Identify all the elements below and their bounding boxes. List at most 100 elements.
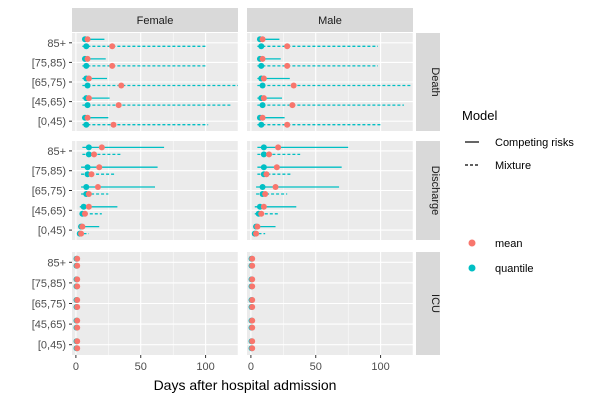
mixture-quantile-point [258,43,265,50]
y-tick-label: 85+ [47,257,66,269]
mixture-mean-point [109,62,116,69]
mixture-quantile-point [85,151,92,158]
competing-mean-point [84,55,91,62]
competing-mean-point [84,36,91,43]
mixture-mean-point [284,62,291,69]
competing-mean-point [74,317,81,324]
competing-mean-point [260,75,267,82]
competing-mean-point [249,276,256,283]
panel-male-icu [247,252,414,355]
legend-point-quantile [468,264,476,272]
y-tick-label: [0,45) [38,225,66,237]
mixture-mean-point [115,102,122,109]
x-tick-label: 50 [310,361,322,373]
competing-mean-point [96,164,103,171]
competing-mean-point [249,317,256,324]
mixture-mean-point [88,171,95,178]
mixture-mean-point [284,121,291,128]
competing-mean-point [94,184,101,190]
competing-quantile-point [80,203,87,210]
legend-model-label: Mixture [495,160,531,172]
y-tick-label: 85+ [47,146,66,158]
mixture-mean-point [109,43,116,50]
mixture-mean-point [262,191,269,197]
competing-mean-point [249,338,256,345]
y-tick-label: [65,75) [32,299,66,311]
competing-mean-point [85,203,92,210]
strip-label-row: Death [429,67,441,96]
mixture-mean-point [85,191,92,197]
mixture-mean-point [249,324,256,331]
strip-label-row: ICU [429,294,441,313]
x-tick-label: 100 [371,361,389,373]
competing-quantile-point [85,144,92,151]
y-tick-label: [65,75) [32,186,66,198]
mixture-quantile-point [259,102,266,109]
strip-label-col: Male [318,15,342,27]
competing-mean-point [84,114,91,121]
mixture-mean-point [263,171,270,178]
x-tick-label: 50 [135,361,147,373]
mixture-mean-point [258,210,265,217]
y-tick-label: 85+ [47,38,66,50]
y-tick-label: [75,85) [32,278,66,290]
mixture-mean-point [249,283,256,290]
strip-col-male [247,8,413,32]
competing-mean-point [74,255,81,262]
strip-row-discharge [416,141,440,240]
strip-row-icu [416,252,440,355]
strip-col-female [72,8,238,32]
competing-quantile-point [260,144,267,151]
y-tick-label: [45,65) [32,97,66,109]
axis-layer: 85+ [75,85) [65,75) [45,65) [0,45) 85+ [75,85)… [32,38,390,373]
mixture-mean-point [284,43,291,50]
competing-quantile-point [259,184,266,190]
competing-quantile-point [84,164,91,171]
panel-female-death [72,33,239,131]
competing-mean-point [260,203,267,210]
mixture-mean-point [289,102,296,109]
y-tick-label: [0,45) [38,340,66,352]
mixture-quantile-point [258,121,265,128]
mixture-quantile-point [84,82,91,89]
mixture-mean-point [249,262,256,269]
y-tick-label: [75,85) [32,57,66,69]
competing-mean-point [275,144,282,151]
competing-mean-point [272,184,279,190]
mixture-quantile-point [83,62,90,69]
legend-stat-label: mean [495,238,523,250]
mixture-quantile-point [258,62,265,69]
competing-mean-point [85,95,92,102]
mixture-mean-point [290,82,297,89]
mixture-mean-point [91,151,98,158]
y-tick-label: [65,75) [32,77,66,89]
strip-label-row: Discharge [429,166,441,216]
competing-mean-point [79,223,86,230]
mixture-mean-point [74,345,81,352]
competing-mean-point [273,164,280,171]
legend: Model Competing risks Mixture mean quantile [462,108,574,275]
y-tick-label: [0,45) [38,116,66,128]
mixture-quantile-point [259,82,266,89]
y-tick-label: [45,65) [32,319,66,331]
panel-male-death [247,33,414,131]
strip-row-death [416,33,440,131]
panels-layer: Female Male Death Discharge ICU [72,8,441,355]
mixture-quantile-point [83,121,90,128]
competing-mean-point [98,144,105,151]
mixture-mean-point [249,304,256,310]
x-axis-title: Days after hospital admission [154,377,337,393]
competing-mean-point [74,297,81,303]
panel-female-discharge [72,141,239,240]
x-tick-label: 0 [248,361,254,373]
competing-quantile-point [260,164,267,171]
competing-mean-point [254,223,261,230]
mixture-mean-point [74,262,81,269]
mixture-mean-point [81,210,88,217]
competing-mean-point [259,36,266,43]
mixture-mean-point [110,121,117,128]
competing-mean-point [74,276,81,283]
mixture-mean-point [74,304,81,310]
mixture-mean-point [266,151,273,158]
